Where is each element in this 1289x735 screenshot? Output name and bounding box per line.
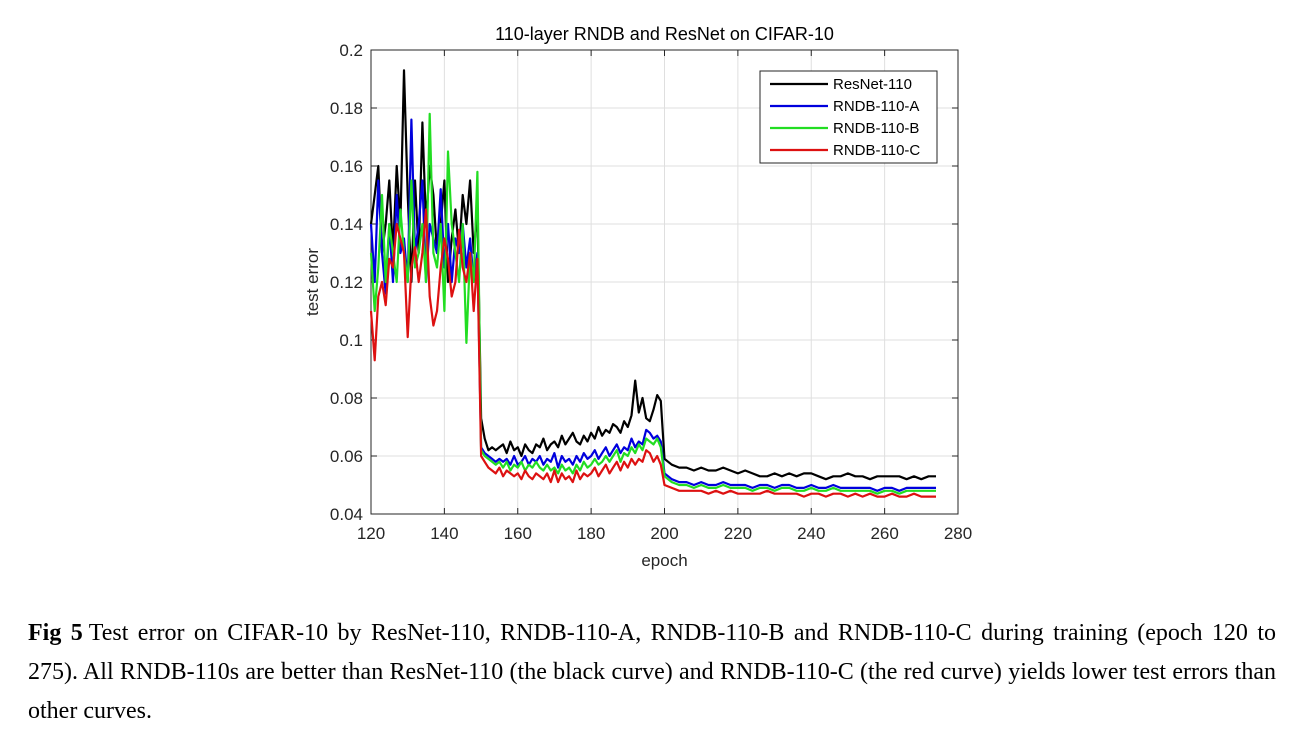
legend-box <box>759 70 938 164</box>
x-tick-label: 200 <box>650 524 678 543</box>
y-tick-label: 0.06 <box>330 447 363 466</box>
y-tick-label: 0.18 <box>330 99 363 118</box>
x-tick-label: 120 <box>357 524 385 543</box>
y-tick-label: 0.04 <box>330 505 363 524</box>
x-tick-label: 240 <box>797 524 825 543</box>
legend: ResNet-110 RNDB-110-A RNDB-110-B RNDB-110-C <box>759 70 938 164</box>
y-tick-label: 0.2 <box>339 41 363 60</box>
y-axis-label: test error <box>303 248 322 316</box>
series-line-resnet-110 <box>369 69 936 481</box>
x-tick-label: 180 <box>577 524 605 543</box>
legend-label: RNDB-110-A <box>833 98 919 115</box>
y-tick-label: 0.08 <box>330 389 363 408</box>
caption-text: Test error on CIFAR-10 by ResNet-110, RN… <box>28 620 1277 724</box>
axis-ticks: 120 140 160 180 200 220 240 260 280 0.04 0.06 0.08 0… <box>330 41 972 543</box>
y-tick-label: 0.14 <box>330 215 363 234</box>
x-tick-label: 160 <box>504 524 532 543</box>
figure-caption: Fig 5 Test error on CIFAR-10 by ResNet-11… <box>28 614 1276 731</box>
legend-label: ResNet-110 <box>833 76 912 93</box>
x-tick-label: 280 <box>944 524 972 543</box>
chart: 120 140 160 180 200 220 240 260 280 0.04 0.06 0.08 0… <box>303 24 972 570</box>
series-line-rndb-110-b <box>369 112 936 495</box>
legend-label: RNDB-110-B <box>833 120 919 137</box>
caption-label: Fig 5 <box>28 620 83 646</box>
chart-title: 110-layer RNDB and ResNet on CIFAR-10 <box>495 24 834 44</box>
series-group <box>369 69 936 498</box>
x-tick-label: 260 <box>870 524 898 543</box>
legend-label: RNDB-110-C <box>833 142 920 159</box>
series-line-rndb-110-c <box>369 208 936 498</box>
series-line-rndb-110-a <box>369 118 936 492</box>
x-axis-label: epoch <box>641 551 687 570</box>
y-tick-label: 0.1 <box>339 331 363 350</box>
y-tick-label: 0.12 <box>330 273 363 292</box>
y-tick-label: 0.16 <box>330 157 363 176</box>
x-tick-label: 140 <box>430 524 458 543</box>
x-tick-label: 220 <box>724 524 752 543</box>
